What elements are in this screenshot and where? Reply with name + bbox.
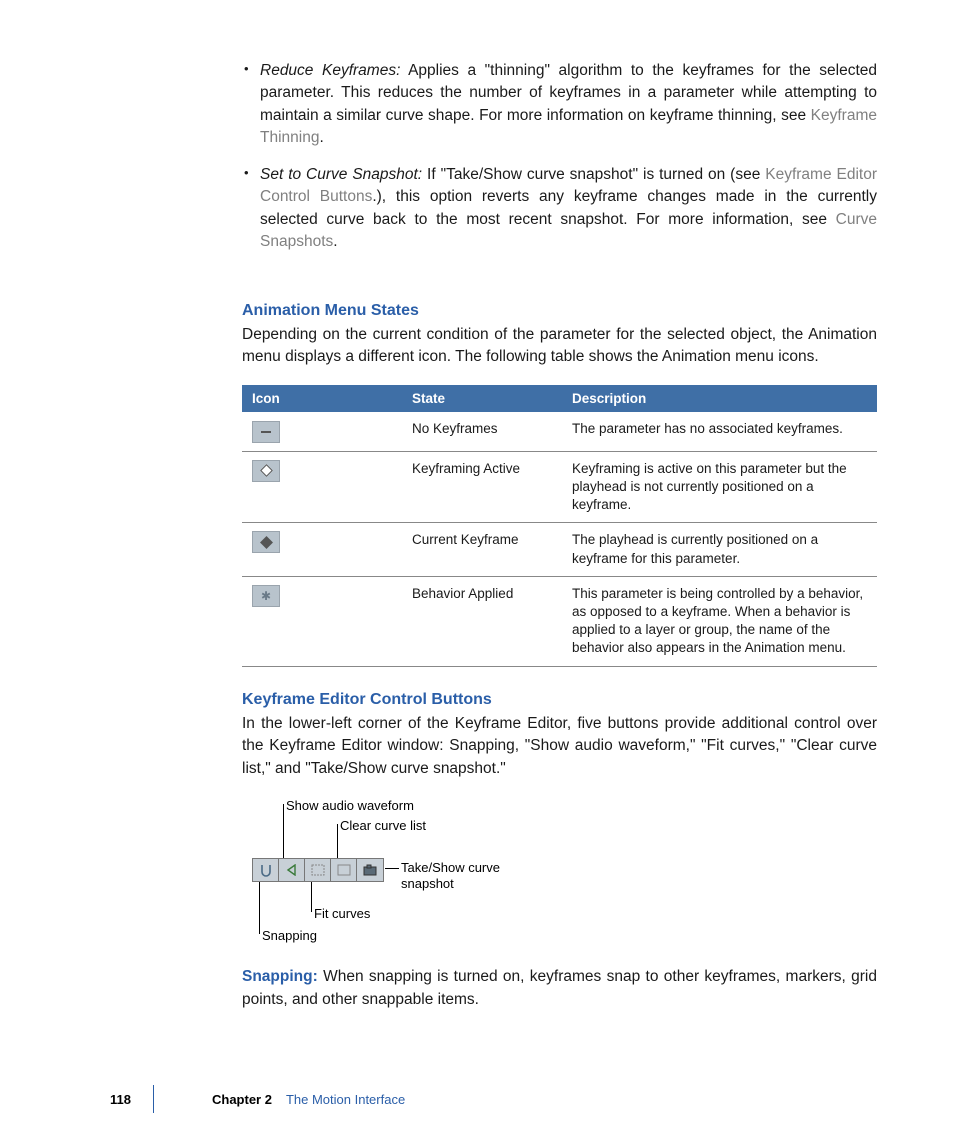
snapping-paragraph: Snapping: When snapping is turned on, ke… (242, 966, 877, 1011)
table-row: Keyframing Active Keyframing is active o… (242, 451, 877, 523)
table-row: Current Keyframe The playhead is current… (242, 523, 877, 576)
diagram-button-strip (252, 858, 384, 882)
runin-label: Snapping: (242, 968, 318, 985)
leader-line (259, 880, 260, 934)
footer-divider (153, 1085, 154, 1113)
desc-cell: Keyframing is active on this parameter b… (562, 451, 877, 523)
state-cell: Keyframing Active (402, 451, 562, 523)
bullet-list: Reduce Keyframes: Applies a "thinning" a… (242, 60, 877, 254)
snap-button-icon (253, 859, 279, 881)
animation-states-table: Icon State Description No Keyframes The … (242, 385, 877, 667)
page: Reduce Keyframes: Applies a "thinning" a… (0, 0, 954, 1145)
col-state: State (402, 385, 562, 412)
col-icon: Icon (242, 385, 402, 412)
bullet-term: Reduce Keyframes: (260, 62, 400, 79)
col-description: Description (562, 385, 877, 412)
leader-line (337, 824, 338, 858)
paragraph: Depending on the current condition of th… (242, 324, 877, 369)
no-keyframes-icon (252, 421, 280, 443)
table-row: No Keyframes The parameter has no associ… (242, 412, 877, 452)
table-row: ✱ Behavior Applied This parameter is bei… (242, 576, 877, 666)
leader-line (311, 880, 312, 912)
page-footer: 118 Chapter 2 The Motion Interface (110, 1085, 405, 1113)
state-cell: Current Keyframe (402, 523, 562, 576)
take-snapshot-button-icon (357, 859, 383, 881)
bullet-term: Set to Curve Snapshot: (260, 166, 422, 183)
state-cell: No Keyframes (402, 412, 562, 452)
label-clear-curve-list: Clear curve list (340, 818, 426, 833)
list-item: Reduce Keyframes: Applies a "thinning" a… (242, 60, 877, 150)
chapter-title: The Motion Interface (286, 1092, 405, 1107)
desc-cell: This parameter is being controlled by a … (562, 576, 877, 666)
heading-animation-menu-states: Animation Menu States (242, 302, 877, 320)
bullet-text: . (333, 233, 337, 250)
label-show-audio-waveform: Show audio waveform (286, 798, 414, 813)
audio-waveform-button-icon (279, 859, 305, 881)
desc-cell: The playhead is currently positioned on … (562, 523, 877, 576)
current-keyframe-icon (252, 531, 280, 553)
label-take-show-snapshot-2: snapshot (401, 876, 454, 891)
fit-curves-button-icon (305, 859, 331, 881)
leader-line (385, 868, 399, 869)
clear-curve-list-button-icon (331, 859, 357, 881)
heading-keyframe-editor-control-buttons: Keyframe Editor Control Buttons (242, 691, 877, 709)
bullet-text: . (319, 129, 323, 146)
leader-line (283, 804, 284, 858)
behavior-applied-icon: ✱ (252, 585, 280, 607)
paragraph: In the lower-left corner of the Keyframe… (242, 713, 877, 780)
page-number: 118 (110, 1092, 131, 1107)
keyframing-active-icon (252, 460, 280, 482)
snapping-text: When snapping is turned on, keyframes sn… (242, 968, 877, 1007)
content-area: Reduce Keyframes: Applies a "thinning" a… (242, 60, 877, 1011)
label-fit-curves: Fit curves (314, 906, 370, 921)
table-header-row: Icon State Description (242, 385, 877, 412)
chapter-label: Chapter 2 (212, 1092, 272, 1107)
desc-cell: The parameter has no associated keyframe… (562, 412, 877, 452)
bullet-text: If "Take/Show curve snapshot" is turned … (422, 166, 765, 183)
list-item: Set to Curve Snapshot: If "Take/Show cur… (242, 164, 877, 254)
label-take-show-snapshot: Take/Show curve (401, 860, 500, 875)
control-buttons-diagram: Show audio waveform Clear curve list Tak… (242, 798, 662, 948)
label-snapping: Snapping (262, 928, 317, 943)
state-cell: Behavior Applied (402, 576, 562, 666)
